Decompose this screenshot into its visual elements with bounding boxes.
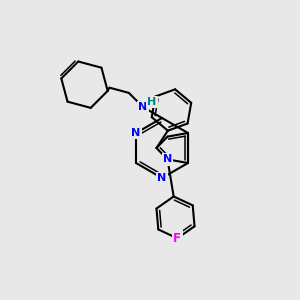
Text: N: N [163, 154, 172, 164]
Text: N: N [158, 173, 166, 183]
Text: N: N [138, 102, 148, 112]
Text: F: F [173, 232, 181, 245]
Text: H: H [147, 97, 157, 107]
Text: N: N [131, 128, 141, 138]
